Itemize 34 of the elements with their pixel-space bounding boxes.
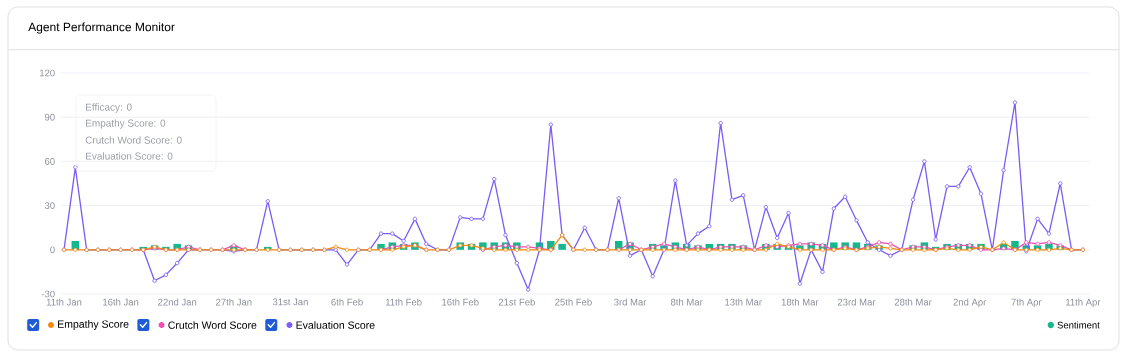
legend-label: Empathy Score: [58, 320, 129, 330]
x-tick-label: 21st Feb: [498, 298, 535, 306]
x-tick-label: 22nd Jan: [158, 298, 197, 306]
legend-label: Crutch Word Score: [168, 321, 257, 329]
y-tick-label: 120: [39, 69, 55, 77]
y-tick-label: 60: [45, 158, 55, 165]
x-tick-label: 2nd Apr: [953, 298, 987, 308]
y-tick-label: 0: [50, 246, 55, 254]
legend-label: Evaluation Score: [296, 321, 375, 329]
annotation: Empathy Score: 0: [86, 119, 166, 129]
x-tick-label: 8th Mar: [670, 298, 703, 306]
x-tick-label: 11th Apr: [1066, 298, 1101, 308]
x-tick-label: 11th Feb: [385, 298, 422, 306]
x-tick-label: 25th Feb: [555, 298, 592, 306]
x-tick-label: 16th Jan: [103, 298, 139, 306]
x-tick-label: 28th Mar: [894, 298, 932, 306]
x-tick-label: 11th Jan: [46, 298, 82, 306]
x-tick-label: 18th Mar: [781, 298, 819, 306]
legend-label: Sentiment: [1057, 321, 1100, 329]
x-tick-label: 3rd Mar: [614, 298, 647, 306]
x-tick-label: 16th Feb: [442, 298, 479, 306]
annotation: Crutch Word Score: 0: [85, 136, 182, 144]
annotation: Evaluation Score: 0: [86, 152, 173, 160]
annotation: Efficacy: 0: [86, 103, 132, 113]
x-tick-label: 13th Mar: [725, 298, 762, 306]
x-tick-label: 31st Jan: [272, 298, 308, 306]
y-tick-label: 90: [44, 113, 55, 121]
chart-title: Agent Performance Monitor: [28, 22, 175, 34]
y-tick-label: 30: [44, 202, 55, 209]
x-tick-label: 23rd Mar: [837, 298, 876, 306]
y-tick-label: -30: [41, 290, 55, 298]
x-tick-label: 27th Jan: [216, 298, 252, 306]
x-tick-label: 7th Apr: [1011, 298, 1042, 308]
x-tick-label: 6th Feb: [331, 298, 363, 306]
